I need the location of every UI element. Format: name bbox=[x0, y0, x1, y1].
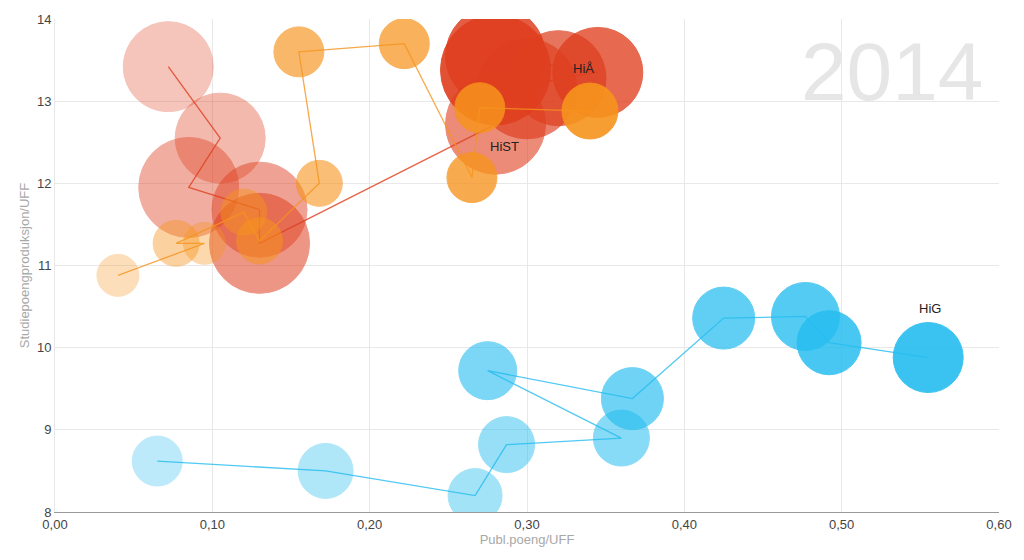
svg-text:13: 13 bbox=[37, 94, 51, 109]
svg-text:8: 8 bbox=[44, 505, 51, 520]
svg-text:10: 10 bbox=[37, 340, 51, 355]
svg-text:14: 14 bbox=[37, 12, 51, 27]
svg-text:HiG: HiG bbox=[919, 301, 941, 316]
svg-text:0,10: 0,10 bbox=[200, 517, 225, 532]
svg-text:0,60: 0,60 bbox=[986, 517, 1011, 532]
svg-text:11: 11 bbox=[38, 258, 52, 273]
svg-text:0,30: 0,30 bbox=[514, 517, 539, 532]
svg-text:0,00: 0,00 bbox=[42, 517, 67, 532]
svg-text:Publ.poeng/UFF: Publ.poeng/UFF bbox=[480, 532, 575, 547]
svg-text:Studiepoengproduksjon/UFF: Studiepoengproduksjon/UFF bbox=[17, 183, 32, 349]
svg-text:9: 9 bbox=[44, 422, 51, 437]
svg-text:HiÅ: HiÅ bbox=[573, 61, 594, 76]
svg-text:0,20: 0,20 bbox=[357, 517, 382, 532]
svg-text:0,50: 0,50 bbox=[829, 517, 854, 532]
svg-text:0,40: 0,40 bbox=[672, 517, 697, 532]
svg-text:2014: 2014 bbox=[801, 26, 983, 117]
svg-text:12: 12 bbox=[37, 176, 51, 191]
svg-text:HiST: HiST bbox=[490, 139, 519, 154]
